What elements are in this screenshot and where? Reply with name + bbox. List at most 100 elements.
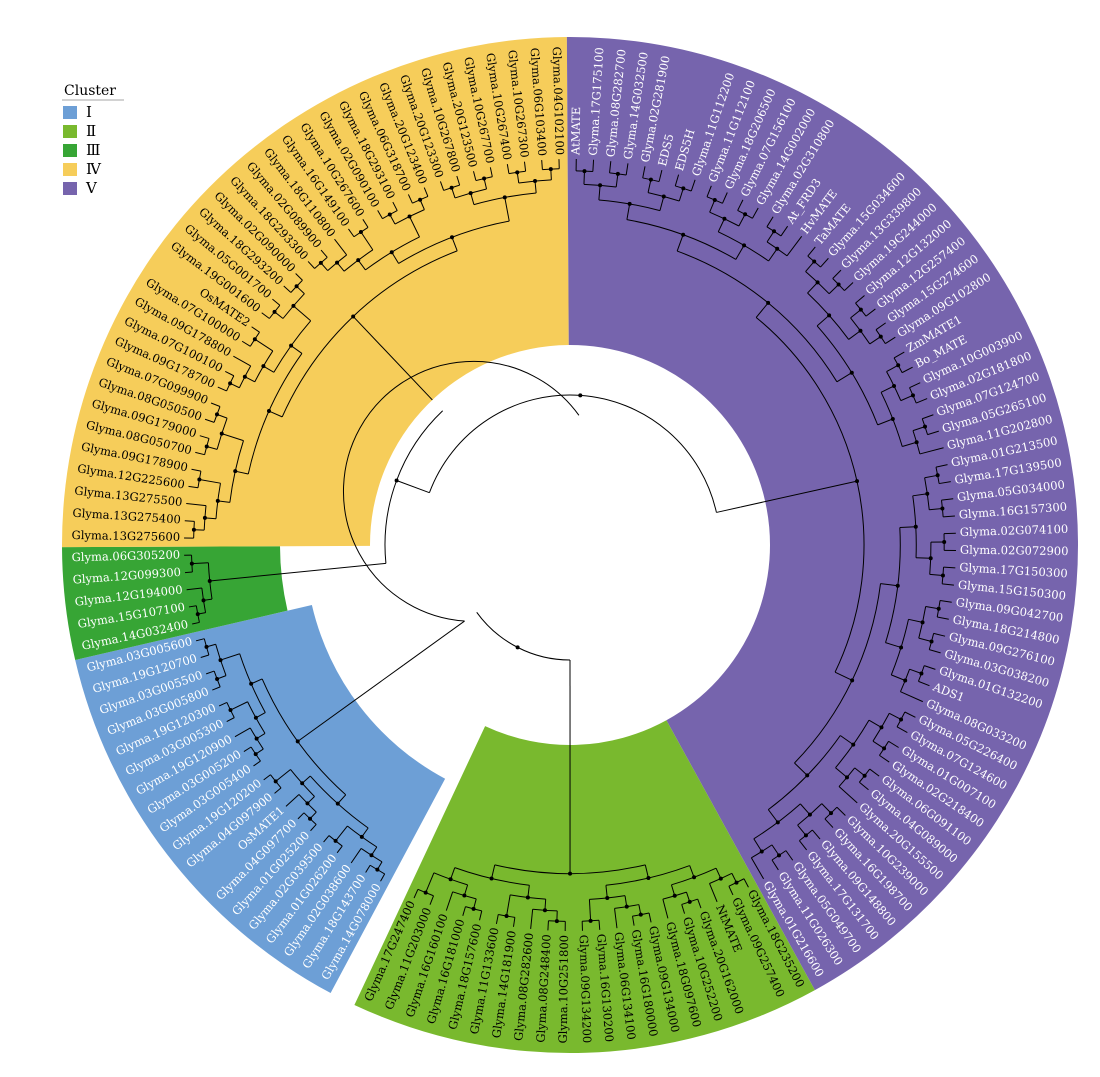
tree-branch [195,451,205,456]
tree-branch [336,845,343,854]
tree-branch [937,616,949,620]
tree-branch [419,199,425,210]
tree-branch [200,654,210,658]
tree-branch [916,557,931,559]
tree-node [899,645,904,650]
tree-branch [885,336,896,345]
tree-branch [199,435,210,439]
leaf-label: Glyma.10G251800 [556,935,571,1044]
tree-branch [767,809,779,823]
tree-branch [709,199,716,213]
tree-node [542,908,547,913]
tree-branch [909,382,921,389]
tree-branch [738,214,746,227]
tree-branch [429,895,434,905]
tree-branch [263,774,271,781]
tree-branch [592,159,595,172]
tree-branch [689,865,695,878]
tree-branch [816,314,830,327]
tree-branch [916,398,928,404]
tree-branch [598,920,601,930]
tree-branch [832,269,842,279]
tree-branch [877,418,893,426]
tree-branch [206,446,218,450]
tree-node [218,658,223,663]
tree-branch [184,520,195,522]
tree-node [525,895,530,900]
tree-branch [396,480,430,494]
tree-branch [439,181,445,191]
tree-branch [209,562,386,582]
tree-branch [243,746,252,752]
tree-branch [225,370,235,377]
tree-branch [854,767,865,777]
tree-branch [197,612,206,615]
tree-branch [662,899,669,919]
tree-branch [743,878,749,888]
tree-node [578,393,583,398]
tree-branch [212,686,221,691]
tree-branch [609,161,612,173]
tree-branch [348,228,355,238]
tree-branch [204,418,215,423]
tree-branch [204,517,217,520]
legend-label: Ⅲ [86,141,100,159]
leaf-label: Glyma.04G102100 [550,46,567,155]
tree-branch [799,840,808,851]
tree-branch [255,748,264,755]
tree-node [515,645,520,650]
tree-node [449,235,454,240]
legend-label: Ⅰ [86,103,92,121]
tree-branch [768,248,778,262]
cluster-sector-iv [61,37,569,548]
cluster-sector-v [566,37,1078,991]
tree-node [219,431,224,436]
tree-branch [900,691,923,703]
tree-branch [403,620,465,666]
tree-branch [893,351,905,359]
tree-branch [186,502,207,507]
tree-branch [274,311,284,319]
tree-branch [462,906,466,916]
tree-node [204,444,209,449]
tree-branch [506,894,511,917]
tree-branch [254,338,274,352]
tree-branch [886,364,899,373]
cluster-branches-v [575,159,956,880]
tree-branch [445,891,454,911]
leaf-label: Glyma.13G275600 [71,528,180,544]
tree-branch [614,908,618,929]
tree-branch [226,717,235,722]
tree-branch [681,904,686,914]
tree-branch [272,298,281,306]
tree-branch [283,285,292,293]
tree-branch [335,825,348,842]
tree-branch [253,760,261,767]
tree-branch [835,767,848,778]
tree-branch [780,225,789,237]
tree-branch [218,701,228,707]
tree-branch [297,812,305,820]
tree-branch [451,187,456,199]
tree-branch [307,261,315,269]
tree-branch [352,316,433,401]
tree-node [468,191,473,196]
leaf-label: Glyma.17G175100 [586,47,607,156]
tree-branch [428,394,717,513]
tree-branch [929,508,943,511]
tree-branch [275,769,291,782]
legend-label: Ⅳ [86,160,102,178]
tree-branch [904,711,916,718]
tree-branch [251,326,260,333]
tree-node [554,919,559,924]
tree-branch [534,181,537,194]
tree-branch [483,178,488,190]
tree-branch [191,468,202,472]
tree-branch [941,498,954,501]
tree-branch [268,410,283,418]
tree-branch [716,506,741,513]
tree-branch [929,649,941,654]
tree-branch [799,803,811,815]
tree-branch [647,179,652,193]
